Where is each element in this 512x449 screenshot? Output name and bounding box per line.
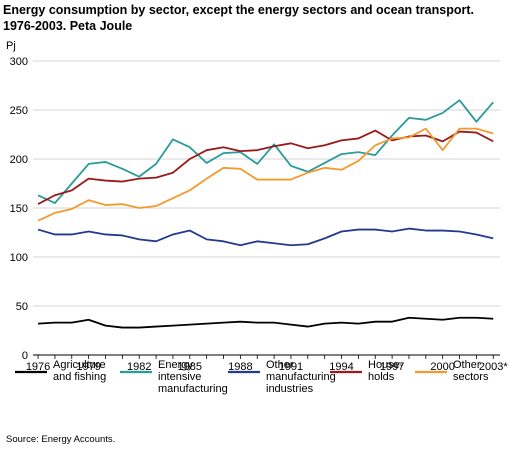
legend-label-3: House- — [368, 359, 404, 371]
x-tick-label: 1988 — [228, 361, 252, 373]
legend-label-3: holds — [368, 371, 395, 383]
legend-label-2: manufacturing — [266, 371, 336, 383]
grid-lines — [33, 60, 500, 307]
y-tick-label: 50 — [16, 301, 28, 313]
legend-label-0: Agriculture — [53, 359, 106, 371]
series-lines — [37, 99, 494, 329]
y-tick-label: 200 — [10, 154, 28, 166]
x-tick-label: 1994 — [329, 361, 353, 373]
axes: 0 50 100 150 200 250 300 1976 1979 1982 1985 1988 19… — [10, 56, 509, 373]
y-tick-label: 300 — [10, 56, 28, 68]
x-tick-label: 1979 — [76, 361, 100, 373]
x-tick-label: 1991 — [279, 361, 303, 373]
legend-label-1: intensive — [158, 371, 201, 383]
y-tick-label: 150 — [10, 203, 28, 215]
series-line-1 — [37, 99, 494, 205]
y-tick-label: 100 — [10, 252, 28, 264]
series-line-0 — [38, 316, 494, 329]
x-tick-label: 1985 — [178, 361, 202, 373]
legend-label-1: manufacturing — [158, 383, 228, 395]
x-tick-label: 1976 — [26, 361, 50, 373]
legend-label-1: Energy — [158, 359, 193, 371]
series-line-3 — [37, 129, 494, 205]
x-tick-label: 1997 — [380, 361, 404, 373]
x-tick-label: 2003* — [479, 361, 508, 373]
legend-label-0: and fishing — [53, 371, 106, 383]
legend-label-2: industries — [266, 383, 314, 395]
y-tick-label: 250 — [10, 105, 28, 117]
y-tick-label: 0 — [22, 350, 28, 362]
legend-label-2: Other — [266, 359, 294, 371]
series-line-4 — [37, 127, 494, 222]
x-tick-label: 2000 — [430, 361, 454, 373]
legend-label-4: Other — [453, 359, 481, 371]
chart-title: Energy consumption by sector, except the… — [3, 3, 474, 33]
x-tick-label: 1982 — [127, 361, 151, 373]
series-line-2 — [37, 227, 494, 247]
legend-label-4: sectors — [453, 371, 489, 383]
y-axis-label: Pj — [6, 40, 16, 52]
source-note: Source: Energy Accounts. — [6, 434, 116, 445]
